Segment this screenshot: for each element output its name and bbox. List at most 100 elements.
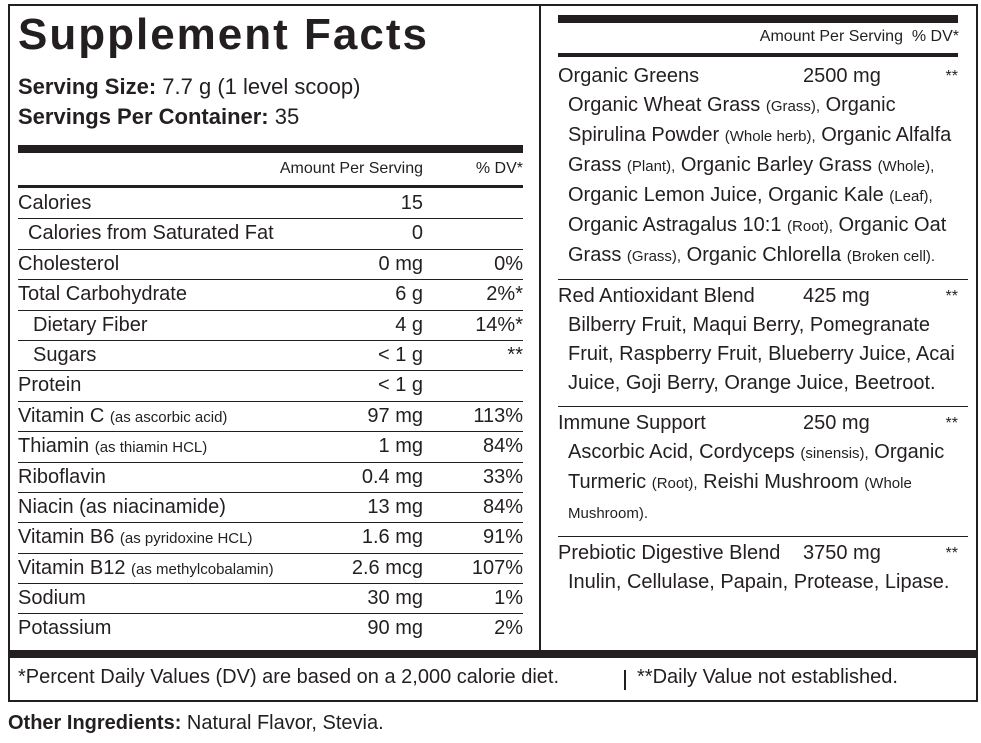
ingredient-name: Pomegranate Fruit, bbox=[568, 314, 930, 365]
nutrient-name-cell: Vitamin B6 (as pyridoxine HCL) bbox=[18, 523, 252, 553]
nutrient-name-cell: Calories from Saturated Fat bbox=[28, 219, 274, 248]
ingredient-list: Organic Wheat Grass (Grass), Organic Spi… bbox=[558, 91, 968, 271]
ingredient-name: Organic Astragalus 10:1 bbox=[568, 214, 782, 236]
nutrient-row: Protein < 1 g bbox=[18, 371, 523, 402]
blend: Organic Greens 2500 mg ** Organic Wheat Gra… bbox=[558, 60, 968, 280]
nutrient-row: Vitamin C (as ascorbic acid) 97 mg 113% bbox=[18, 402, 523, 433]
ingredient-name: Organic Wheat Grass bbox=[568, 94, 761, 116]
amount: 2.6 mcg bbox=[351, 556, 423, 579]
nutrient-name-cell: Sugars bbox=[33, 341, 96, 370]
daily-value: 84% bbox=[482, 435, 523, 458]
amount: 0 mg bbox=[378, 252, 423, 275]
other-ingredients: Other Ingredients: Natural Flavor, Stevi… bbox=[8, 712, 384, 735]
daily-value: 33% bbox=[482, 465, 523, 488]
blend-amount: 2500 mg bbox=[803, 65, 881, 87]
ingredient-name: Organic Turmeric bbox=[568, 441, 945, 493]
nutrient-name: Niacin (as niacinamide) bbox=[18, 495, 226, 518]
ingredient-name: Acai Juice, bbox=[568, 343, 955, 394]
nutrient-row: Calories from Saturated Fat 0 bbox=[18, 219, 523, 250]
nutrient-name-cell: Thiamin (as thiamin HCL) bbox=[18, 432, 207, 462]
blend: Prebiotic Digestive Blend 3750 mg ** Inulin… bbox=[558, 537, 968, 605]
nutrient-name-cell: Calories bbox=[18, 189, 91, 218]
ingredient-list: Bilberry Fruit, Maqui Berry, Pomegranate… bbox=[558, 311, 968, 398]
thick-rule bbox=[558, 15, 958, 23]
amount: 13 mg bbox=[367, 495, 423, 518]
value: Natural Flavor, Stevia. bbox=[186, 712, 384, 734]
daily-value: 84% bbox=[482, 495, 523, 518]
blend-amount: 3750 mg bbox=[803, 542, 881, 564]
nutrient-row: Niacin (as niacinamide) 13 mg 84% bbox=[18, 493, 523, 524]
blend-dv: ** bbox=[945, 288, 958, 305]
ingredient-part: (Whole Mushroom). bbox=[568, 475, 912, 522]
blend-dv: ** bbox=[945, 545, 958, 562]
blend-name: Prebiotic Digestive Blend bbox=[558, 542, 781, 564]
nutrient-name: Calories from Saturated Fat bbox=[28, 222, 274, 245]
nutrient-name: Sodium bbox=[18, 587, 86, 610]
nutrient-row: Cholesterol 0 mg 0% bbox=[18, 250, 523, 281]
label: Servings Per Container: bbox=[18, 104, 269, 129]
amount: 30 mg bbox=[367, 587, 423, 610]
nutrient-row: Sugars < 1 g ** bbox=[18, 341, 523, 372]
amount: < 1 g bbox=[377, 343, 423, 366]
blend-name: Organic Greens bbox=[558, 65, 700, 87]
ingredient-name: Organic Oat Grass bbox=[568, 214, 947, 266]
ingredient-name: Reishi Mushroom bbox=[703, 471, 859, 493]
blend-header: Prebiotic Digestive Blend 3750 mg ** bbox=[558, 539, 968, 568]
nutrient-name: Sugars bbox=[33, 343, 97, 366]
nutrient-name: Potassium bbox=[18, 617, 112, 640]
amount: 0 bbox=[411, 222, 423, 245]
value: 35 bbox=[274, 104, 300, 129]
footnote: *Percent Daily Values (DV) are based on … bbox=[18, 666, 560, 688]
rule bbox=[18, 185, 523, 188]
nutrient-row: Vitamin B12 (as methylcobalamin) 2.6 mcg 1… bbox=[18, 554, 523, 585]
daily-value: 0% bbox=[494, 252, 523, 275]
daily-value: ** bbox=[507, 343, 523, 366]
blend-dv: ** bbox=[945, 415, 958, 432]
serving-size: Serving Size: 7.7 g (1 level scoop) bbox=[18, 74, 360, 100]
ingredient-name: Organic Barley Grass bbox=[680, 154, 872, 176]
thick-rule bbox=[8, 650, 978, 658]
amount: 90 mg bbox=[367, 617, 423, 640]
ingredient-name: Cordyceps bbox=[699, 441, 795, 463]
daily-value: 113% bbox=[473, 404, 523, 427]
rule bbox=[558, 53, 958, 57]
ingredient-name: Cellulase, bbox=[626, 571, 715, 593]
nutrient-name-cell: Vitamin C (as ascorbic acid) bbox=[18, 402, 227, 432]
nutrient-source: (as ascorbic acid) bbox=[109, 408, 228, 426]
thick-rule bbox=[18, 145, 523, 153]
ingredient-name: Orange Juice, bbox=[724, 372, 849, 394]
amount: 1 mg bbox=[378, 435, 423, 458]
nutrient-name: Total Carbohydrate bbox=[18, 283, 187, 306]
blend-header: Immune Support 250 mg ** bbox=[558, 409, 968, 438]
dv-header: % DV* bbox=[475, 160, 523, 177]
ingredient-name: Blueberry Juice, bbox=[768, 343, 912, 365]
nutrient-source: (as pyridoxine HCL) bbox=[119, 530, 253, 548]
nutrient-name: Cholesterol bbox=[18, 252, 120, 275]
nutrient-name-cell: Niacin (as niacinamide) bbox=[18, 493, 226, 522]
daily-value: 2%* bbox=[486, 283, 523, 306]
blend-name: Immune Support bbox=[558, 412, 706, 434]
nutrient-name-cell: Riboflavin bbox=[18, 463, 106, 492]
amount: 97 mg bbox=[367, 404, 423, 427]
nutrient-source: (as methylcobalamin) bbox=[131, 560, 274, 578]
ingredient-part: (Root), bbox=[651, 475, 698, 492]
ingredient-name: Maqui Berry, bbox=[692, 314, 805, 336]
ingredient-name: Organic Chlorella bbox=[686, 244, 842, 266]
nutrient-name: Vitamin C bbox=[18, 404, 105, 427]
daily-value: 2% bbox=[494, 617, 523, 640]
amount: 15 bbox=[400, 192, 423, 214]
blend-header: Red Antioxidant Blend 425 mg ** bbox=[558, 282, 968, 311]
amount: < 1 g bbox=[377, 374, 423, 397]
servings-per-container: Servings Per Container: 35 bbox=[18, 104, 299, 130]
nutrient-name-cell: Potassium bbox=[18, 614, 111, 643]
value: 7.7 g (1 level scoop) bbox=[162, 74, 361, 99]
ingredient-list: Ascorbic Acid, Cordyceps (sinensis), Org… bbox=[558, 438, 968, 528]
ingredient-name: Inulin, bbox=[568, 571, 622, 593]
amount: 0.4 mg bbox=[361, 465, 423, 488]
ingredient-part: (Whole herb), bbox=[724, 128, 816, 145]
ingredient-name: Papain, bbox=[720, 571, 789, 593]
nutrient-row: Calories 15 bbox=[18, 189, 523, 220]
nutrient-name-cell: Total Carbohydrate bbox=[18, 280, 187, 309]
daily-value: 91% bbox=[482, 526, 523, 549]
